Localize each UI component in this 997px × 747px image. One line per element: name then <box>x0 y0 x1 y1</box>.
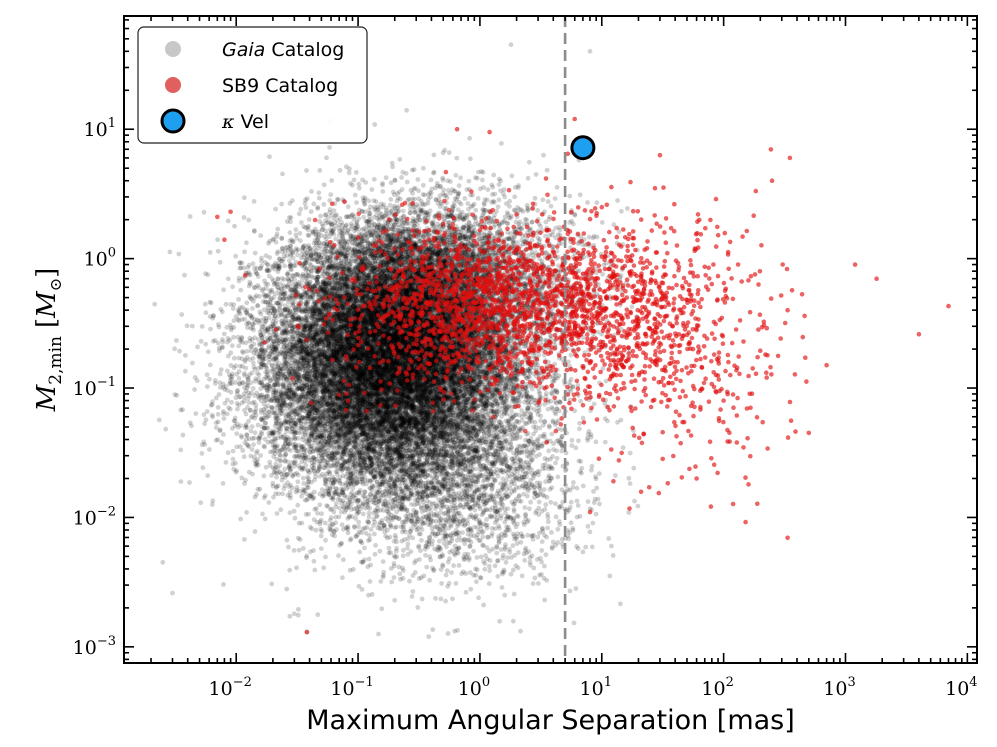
gaia-point <box>619 208 624 214</box>
gaia-point <box>420 415 426 420</box>
gaia-point <box>388 332 393 337</box>
gaia-point <box>329 178 335 183</box>
gaia-point <box>380 372 385 378</box>
gaia-point <box>231 355 237 361</box>
gaia-point <box>308 209 314 215</box>
gaia-point <box>380 348 386 354</box>
gaia-point <box>480 177 485 183</box>
gaia-point <box>351 376 357 382</box>
gaia-point <box>421 165 426 171</box>
gaia-point <box>378 271 384 277</box>
gaia-point <box>350 253 356 259</box>
gaia-point <box>400 208 406 214</box>
gaia-point <box>363 180 369 185</box>
gaia-point <box>275 226 281 232</box>
gaia-point <box>246 217 252 223</box>
gaia-point <box>429 387 435 392</box>
gaia-point <box>286 305 291 311</box>
gaia-point <box>448 349 454 354</box>
gaia-point <box>331 352 336 358</box>
gaia-point <box>479 368 485 374</box>
gaia-point <box>385 278 390 284</box>
gaia-point <box>429 368 435 374</box>
gaia-point <box>321 301 326 306</box>
gaia-point <box>317 363 323 368</box>
gaia-point <box>279 201 284 207</box>
gaia-point <box>420 182 426 188</box>
gaia-point <box>202 301 208 307</box>
gaia-point <box>356 393 362 399</box>
gaia-point <box>415 419 420 425</box>
gaia-point <box>418 388 424 394</box>
gaia-point <box>416 419 422 425</box>
gaia-point <box>230 284 236 290</box>
data-layer <box>152 16 951 663</box>
gaia-point <box>218 367 224 372</box>
gaia-point <box>282 328 287 334</box>
gaia-point <box>201 209 207 215</box>
gaia-point <box>319 329 325 334</box>
gaia-point <box>442 422 448 427</box>
gaia-point <box>311 368 316 373</box>
gaia-point <box>360 382 365 388</box>
gaia-point <box>297 230 303 236</box>
gaia-point <box>328 192 334 198</box>
gaia-point <box>365 248 370 254</box>
gaia-point <box>313 300 318 306</box>
gaia-point <box>203 310 209 316</box>
gaia-point <box>371 389 376 394</box>
gaia-point <box>383 175 389 181</box>
gaia-point <box>509 173 515 179</box>
gaia-point <box>411 414 416 420</box>
gaia-point <box>324 402 330 407</box>
gaia-point <box>361 348 367 353</box>
gaia-point <box>293 227 299 233</box>
gaia-point <box>394 398 400 404</box>
gaia-point <box>317 254 322 260</box>
gaia-point <box>241 265 247 271</box>
gaia-point <box>346 341 351 346</box>
gaia-point <box>309 373 314 379</box>
gaia-point <box>472 372 478 377</box>
gaia-point <box>244 240 249 246</box>
gaia-point <box>417 393 423 398</box>
gaia-point <box>208 326 213 332</box>
gaia-point <box>375 348 381 354</box>
gaia-point <box>388 197 394 202</box>
gaia-point <box>236 343 242 349</box>
gaia-point <box>287 349 292 355</box>
gaia-point <box>390 235 395 241</box>
gaia-point <box>217 259 223 265</box>
gaia-point <box>388 327 394 333</box>
gaia-point <box>229 343 235 349</box>
gaia-point <box>402 259 408 265</box>
gaia-point <box>152 301 158 307</box>
gaia-point <box>431 363 436 369</box>
gaia-point <box>215 237 221 243</box>
gaia-point <box>380 354 386 360</box>
gaia-point <box>353 325 359 331</box>
gaia-point <box>499 141 504 146</box>
